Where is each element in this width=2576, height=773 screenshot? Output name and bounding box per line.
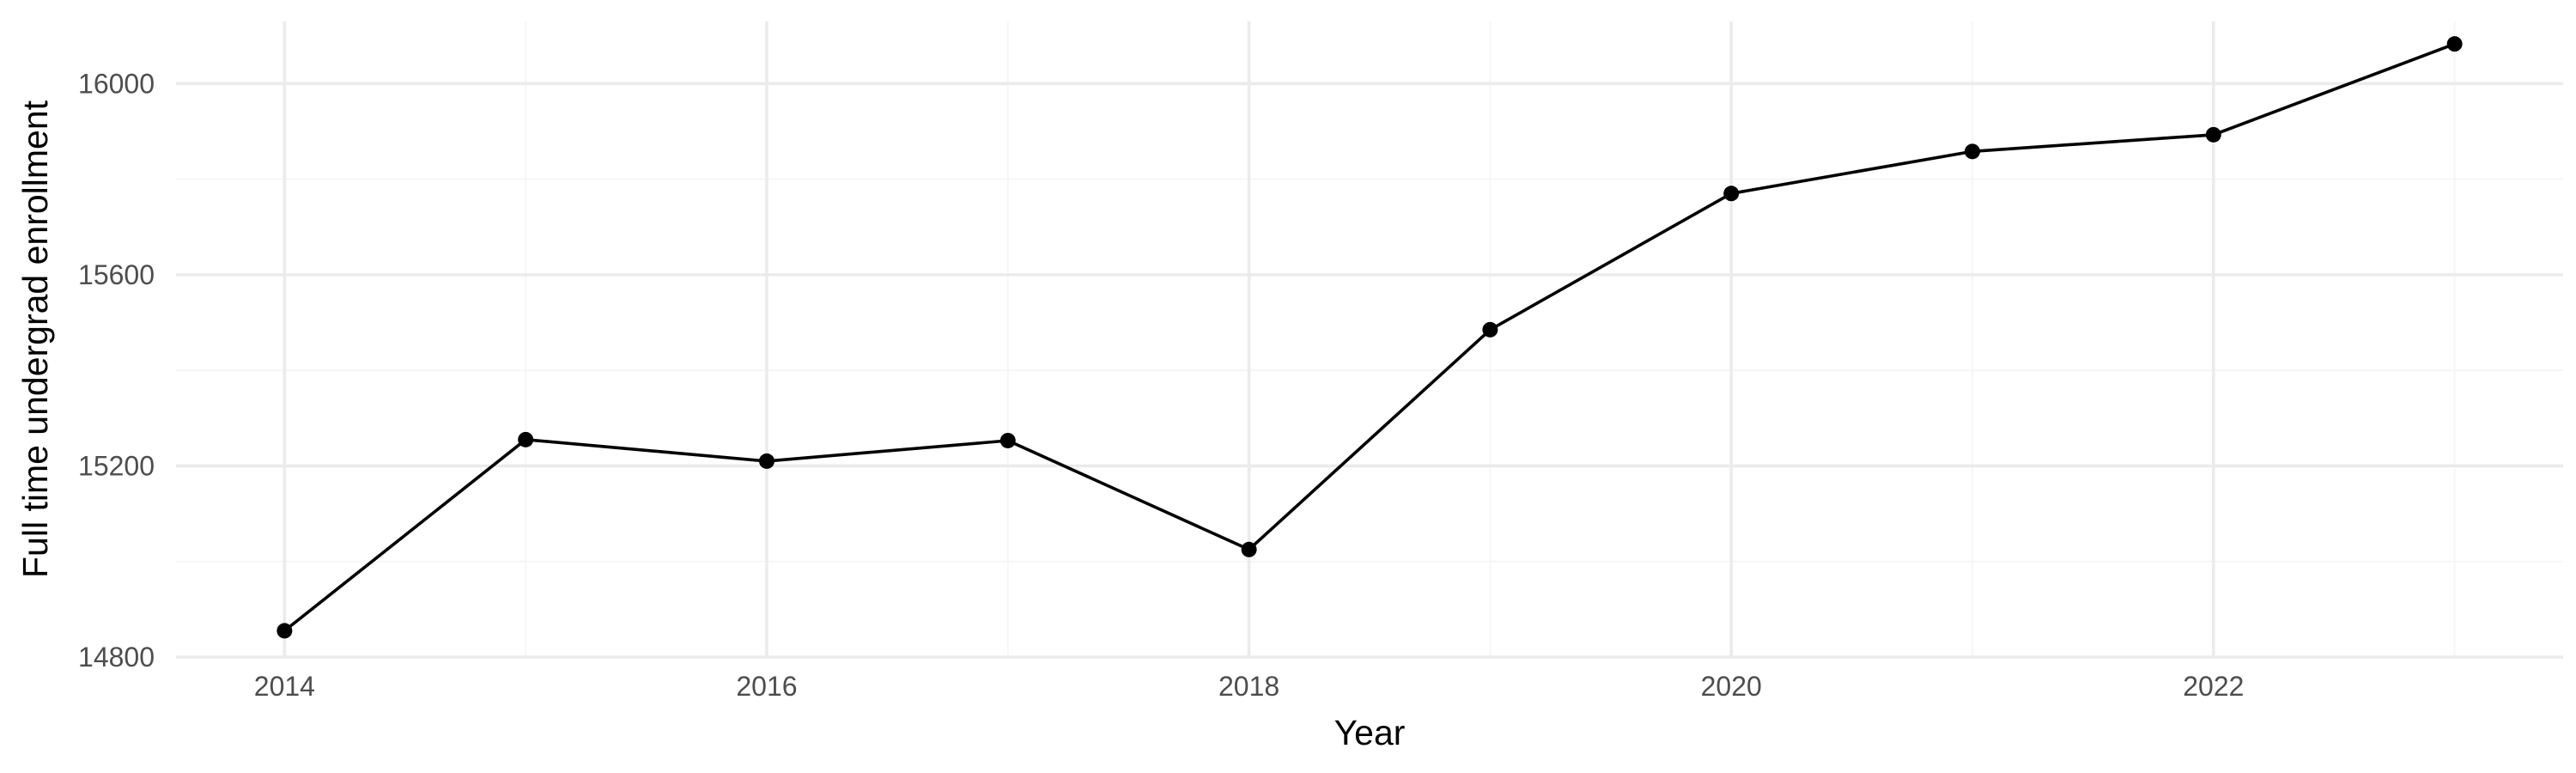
x-axis-title: Year bbox=[1334, 713, 1406, 752]
x-tick-label: 2018 bbox=[1218, 671, 1279, 702]
data-point bbox=[276, 623, 293, 639]
series-line bbox=[283, 42, 2456, 632]
data-point bbox=[758, 453, 775, 469]
x-tick-label: 2022 bbox=[2183, 671, 2244, 702]
y-axis-title: Full time undergrad enrollment bbox=[15, 100, 55, 578]
data-point bbox=[1241, 541, 1257, 557]
x-axis-tick-labels: 2014 2016 2018 2020 2022 bbox=[254, 671, 2245, 702]
data-point bbox=[999, 432, 1016, 448]
x-tick-label: 2014 bbox=[254, 671, 315, 702]
y-tick-label: 15600 bbox=[78, 259, 155, 290]
major-gridlines bbox=[176, 21, 2563, 659]
series-layer bbox=[276, 36, 2463, 639]
data-point bbox=[518, 431, 534, 447]
data-point bbox=[2446, 36, 2463, 52]
data-point bbox=[1723, 186, 1740, 202]
y-tick-label: 16000 bbox=[78, 68, 155, 99]
y-tick-label: 15200 bbox=[78, 450, 155, 481]
y-tick-label: 14800 bbox=[78, 642, 155, 673]
x-tick-label: 2020 bbox=[1701, 671, 1762, 702]
minor-gridlines bbox=[176, 21, 2563, 657]
x-tick-label: 2016 bbox=[736, 671, 797, 702]
data-point bbox=[1965, 143, 1981, 160]
data-point bbox=[2205, 126, 2221, 143]
data-point bbox=[1482, 321, 1498, 338]
y-axis-tick-labels: 14800 15200 15600 16000 bbox=[78, 68, 155, 673]
